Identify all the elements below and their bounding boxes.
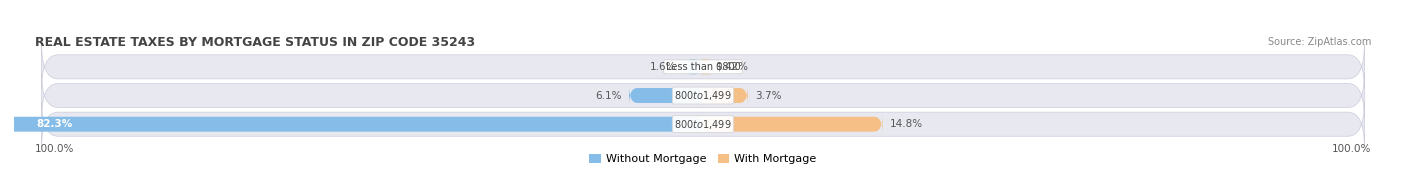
Text: 100.0%: 100.0% <box>1331 144 1371 154</box>
Text: 3.7%: 3.7% <box>755 91 782 101</box>
FancyBboxPatch shape <box>42 44 1364 89</box>
Text: 14.8%: 14.8% <box>890 119 922 129</box>
FancyBboxPatch shape <box>42 102 1364 147</box>
Legend: Without Mortgage, With Mortgage: Without Mortgage, With Mortgage <box>585 149 821 169</box>
Text: Source: ZipAtlas.com: Source: ZipAtlas.com <box>1268 37 1371 47</box>
Text: Less than $800: Less than $800 <box>665 62 741 72</box>
Text: $800 to $1,499: $800 to $1,499 <box>675 118 731 131</box>
Text: 0.42%: 0.42% <box>716 62 748 72</box>
Text: 6.1%: 6.1% <box>596 91 621 101</box>
FancyBboxPatch shape <box>628 86 703 105</box>
FancyBboxPatch shape <box>703 114 883 134</box>
FancyBboxPatch shape <box>0 114 703 134</box>
Text: 100.0%: 100.0% <box>35 144 75 154</box>
Text: 82.3%: 82.3% <box>37 119 73 129</box>
Text: 1.6%: 1.6% <box>650 62 676 72</box>
Text: $800 to $1,499: $800 to $1,499 <box>675 89 731 102</box>
FancyBboxPatch shape <box>700 57 711 77</box>
FancyBboxPatch shape <box>703 86 748 105</box>
FancyBboxPatch shape <box>683 57 703 77</box>
FancyBboxPatch shape <box>42 73 1364 118</box>
Text: REAL ESTATE TAXES BY MORTGAGE STATUS IN ZIP CODE 35243: REAL ESTATE TAXES BY MORTGAGE STATUS IN … <box>35 36 475 49</box>
